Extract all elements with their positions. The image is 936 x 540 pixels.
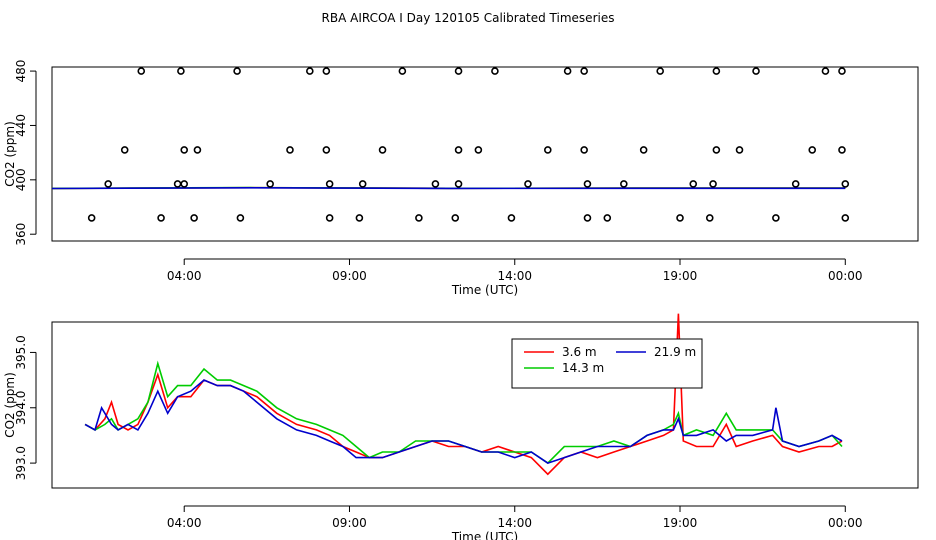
reference-point [474, 146, 483, 154]
reference-point [620, 180, 628, 188]
y-tick-label: 394.0 [14, 391, 28, 425]
reference-point [306, 67, 314, 75]
reference-point [563, 67, 572, 75]
reference-point [791, 180, 800, 188]
x-tick-label: 00:00 [828, 516, 863, 530]
reference-point [325, 180, 334, 188]
legend-label: 3.6 m [562, 345, 597, 359]
x-tick-label: 09:00 [332, 516, 367, 530]
reference-point [431, 180, 440, 188]
reference-point [355, 214, 364, 222]
reference-point [583, 214, 592, 222]
reference-point [735, 146, 744, 154]
x-tick-label: 09:00 [332, 269, 367, 283]
reference-point [752, 67, 760, 75]
figure-title: RBA AIRCOA I Day 120105 Calibrated Times… [322, 11, 615, 25]
reference-point [603, 214, 612, 222]
reference-point [193, 146, 202, 154]
reference-point [236, 214, 245, 222]
y-axis-label: CO2 (ppm) [3, 372, 17, 438]
reference-point [454, 180, 463, 188]
reference-point [322, 146, 331, 154]
reference-point [120, 146, 129, 154]
y-axis-label: CO2 (ppm) [3, 121, 17, 187]
reference-point [580, 67, 588, 75]
reference-point [808, 146, 817, 154]
reference-point [454, 67, 463, 75]
reference-point [821, 67, 830, 75]
reference-point [709, 180, 717, 188]
x-tick-label: 19:00 [663, 269, 698, 283]
reference-point [676, 214, 684, 222]
y-tick-label: 393.0 [14, 446, 28, 480]
reference-point [583, 180, 592, 188]
legend-box [511, 338, 703, 389]
reference-point [454, 146, 463, 154]
reference-point [358, 180, 367, 188]
reference-point [104, 180, 112, 188]
reference-point [415, 214, 423, 222]
reference-point [157, 214, 165, 222]
x-tick-label: 04:00 [167, 269, 202, 283]
reference-point [705, 214, 714, 222]
reference-point [580, 146, 588, 154]
reference-point [190, 214, 198, 222]
y-tick-label: 480 [14, 60, 28, 83]
reference-point [838, 67, 846, 75]
x-tick-label: 14:00 [497, 516, 532, 530]
series-line-219 [84, 379, 843, 464]
reference-point [524, 180, 532, 188]
reference-point [266, 180, 274, 188]
plot-frame [51, 321, 919, 489]
reference-point [544, 146, 552, 154]
reference-point [322, 67, 331, 75]
y-tick-label: 440 [14, 114, 28, 137]
top-panel: 04:00 09:00 14:00 19:00 00:00 Time (UTC) 360 40… [3, 60, 919, 297]
x-axis-label: Time (UTC) [451, 530, 518, 540]
y-tick-label: 400 [14, 168, 28, 191]
x-tick-label: 14:00 [497, 269, 532, 283]
series-line-143 [84, 360, 843, 465]
reference-point [841, 214, 850, 222]
reference-point [712, 146, 721, 154]
reference-point [137, 67, 146, 75]
reference-point [180, 180, 189, 188]
reference-point [177, 67, 185, 75]
reference-point [378, 146, 387, 154]
reference-point [233, 67, 241, 75]
reference-point [451, 214, 460, 222]
reference-point [507, 214, 516, 222]
reference-point [656, 67, 664, 75]
reference-point [838, 146, 846, 154]
x-axis-label: Time (UTC) [451, 283, 518, 297]
plot-frame [51, 66, 919, 242]
reference-point [689, 180, 698, 188]
reference-point [639, 146, 648, 154]
x-tick-label: 00:00 [828, 269, 863, 283]
reference-point [325, 214, 334, 222]
legend-label: 14.3 m [562, 361, 604, 375]
reference-point [180, 146, 189, 154]
reference-point [772, 214, 780, 222]
x-tick-label: 19:00 [663, 516, 698, 530]
reference-point [712, 67, 721, 75]
series-line-219 [51, 186, 846, 190]
reference-point [491, 67, 499, 75]
reference-point [398, 67, 407, 75]
legend-label: 21.9 m [654, 345, 696, 359]
bottom-panel: 04:00 09:00 14:00 19:00 00:00 Time (UTC) 393.0… [3, 313, 919, 540]
reference-point [87, 214, 96, 222]
x-tick-label: 04:00 [167, 516, 202, 530]
reference-point [841, 180, 850, 188]
reference-point [286, 146, 294, 154]
y-tick-label: 395.0 [14, 335, 28, 369]
y-tick-label: 360 [14, 223, 28, 246]
series-line-36 [84, 313, 843, 476]
reference-point [173, 180, 182, 188]
